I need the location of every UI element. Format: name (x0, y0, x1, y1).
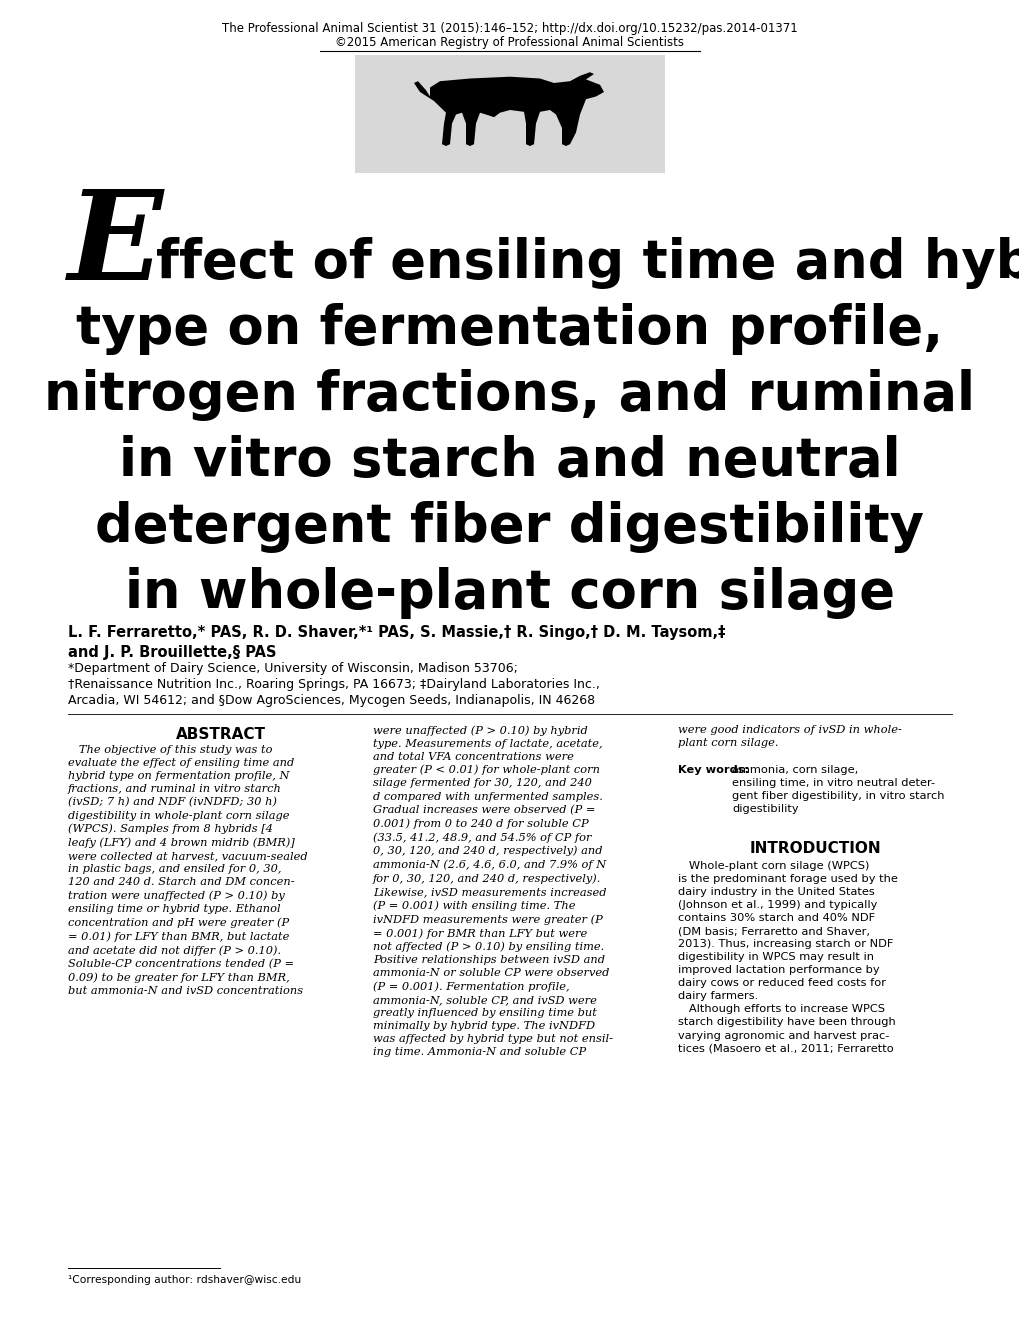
Bar (355, 55, 664, 173)
Text: detergent fiber digestibility: detergent fiber digestibility (96, 502, 923, 553)
Text: nitrogen fractions, and ruminal: nitrogen fractions, and ruminal (45, 370, 974, 421)
Text: INTRODUCTION: INTRODUCTION (748, 841, 880, 855)
Text: ammonia, corn silage,
ensiling time, in vitro neutral deter-
gent fiber digestib: ammonia, corn silage, ensiling time, in … (732, 766, 944, 814)
Text: Arcadia, WI 54612; and §Dow AgroSciences, Mycogen Seeds, Indianapolis, IN 46268: Arcadia, WI 54612; and §Dow AgroSciences… (68, 694, 594, 708)
Text: Whole-plant corn silage (WPCS)
is the predominant forage used by the
dairy indus: Whole-plant corn silage (WPCS) is the pr… (678, 861, 897, 1053)
Text: type on fermentation profile,: type on fermentation profile, (76, 304, 943, 355)
Text: were unaffected (P > 0.10) by hybrid
type. Measurements of lactate, acetate,
and: were unaffected (P > 0.10) by hybrid typ… (373, 725, 612, 1057)
Text: E: E (68, 185, 163, 306)
Text: ¹Corresponding author: rdshaver@wisc.edu: ¹Corresponding author: rdshaver@wisc.edu (68, 1275, 301, 1284)
Text: The objective of this study was to
evaluate the effect of ensiling time and
hybr: The objective of this study was to evalu… (68, 744, 308, 997)
Text: *Department of Dairy Science, University of Wisconsin, Madison 53706;: *Department of Dairy Science, University… (68, 663, 518, 675)
Text: were good indicators of ivSD in whole-
plant corn silage.: were good indicators of ivSD in whole- p… (678, 725, 901, 748)
Text: Key words:: Key words: (678, 766, 752, 775)
Text: ffect of ensiling time and hybrid: ffect of ensiling time and hybrid (156, 238, 1019, 289)
Text: in whole-plant corn silage: in whole-plant corn silage (125, 568, 894, 619)
Text: †Renaissance Nutrition Inc., Roaring Springs, PA 16673; ‡Dairyland Laboratories : †Renaissance Nutrition Inc., Roaring Spr… (68, 678, 599, 690)
Text: The Professional Animal Scientist 31 (2015):146–152; http://dx.doi.org/10.15232/: The Professional Animal Scientist 31 (20… (222, 22, 797, 36)
Polygon shape (414, 73, 603, 147)
Text: in vitro starch and neutral: in vitro starch and neutral (119, 436, 900, 487)
Text: ©2015 American Registry of Professional Animal Scientists: ©2015 American Registry of Professional … (335, 36, 684, 49)
Text: and J. P. Brouillette,§ PAS: and J. P. Brouillette,§ PAS (68, 645, 276, 660)
Text: ABSTRACT: ABSTRACT (175, 727, 265, 742)
Text: L. F. Ferraretto,* PAS, R. D. Shaver,*¹ PAS, S. Massie,† R. Singo,† D. M. Taysom: L. F. Ferraretto,* PAS, R. D. Shaver,*¹ … (68, 624, 725, 640)
